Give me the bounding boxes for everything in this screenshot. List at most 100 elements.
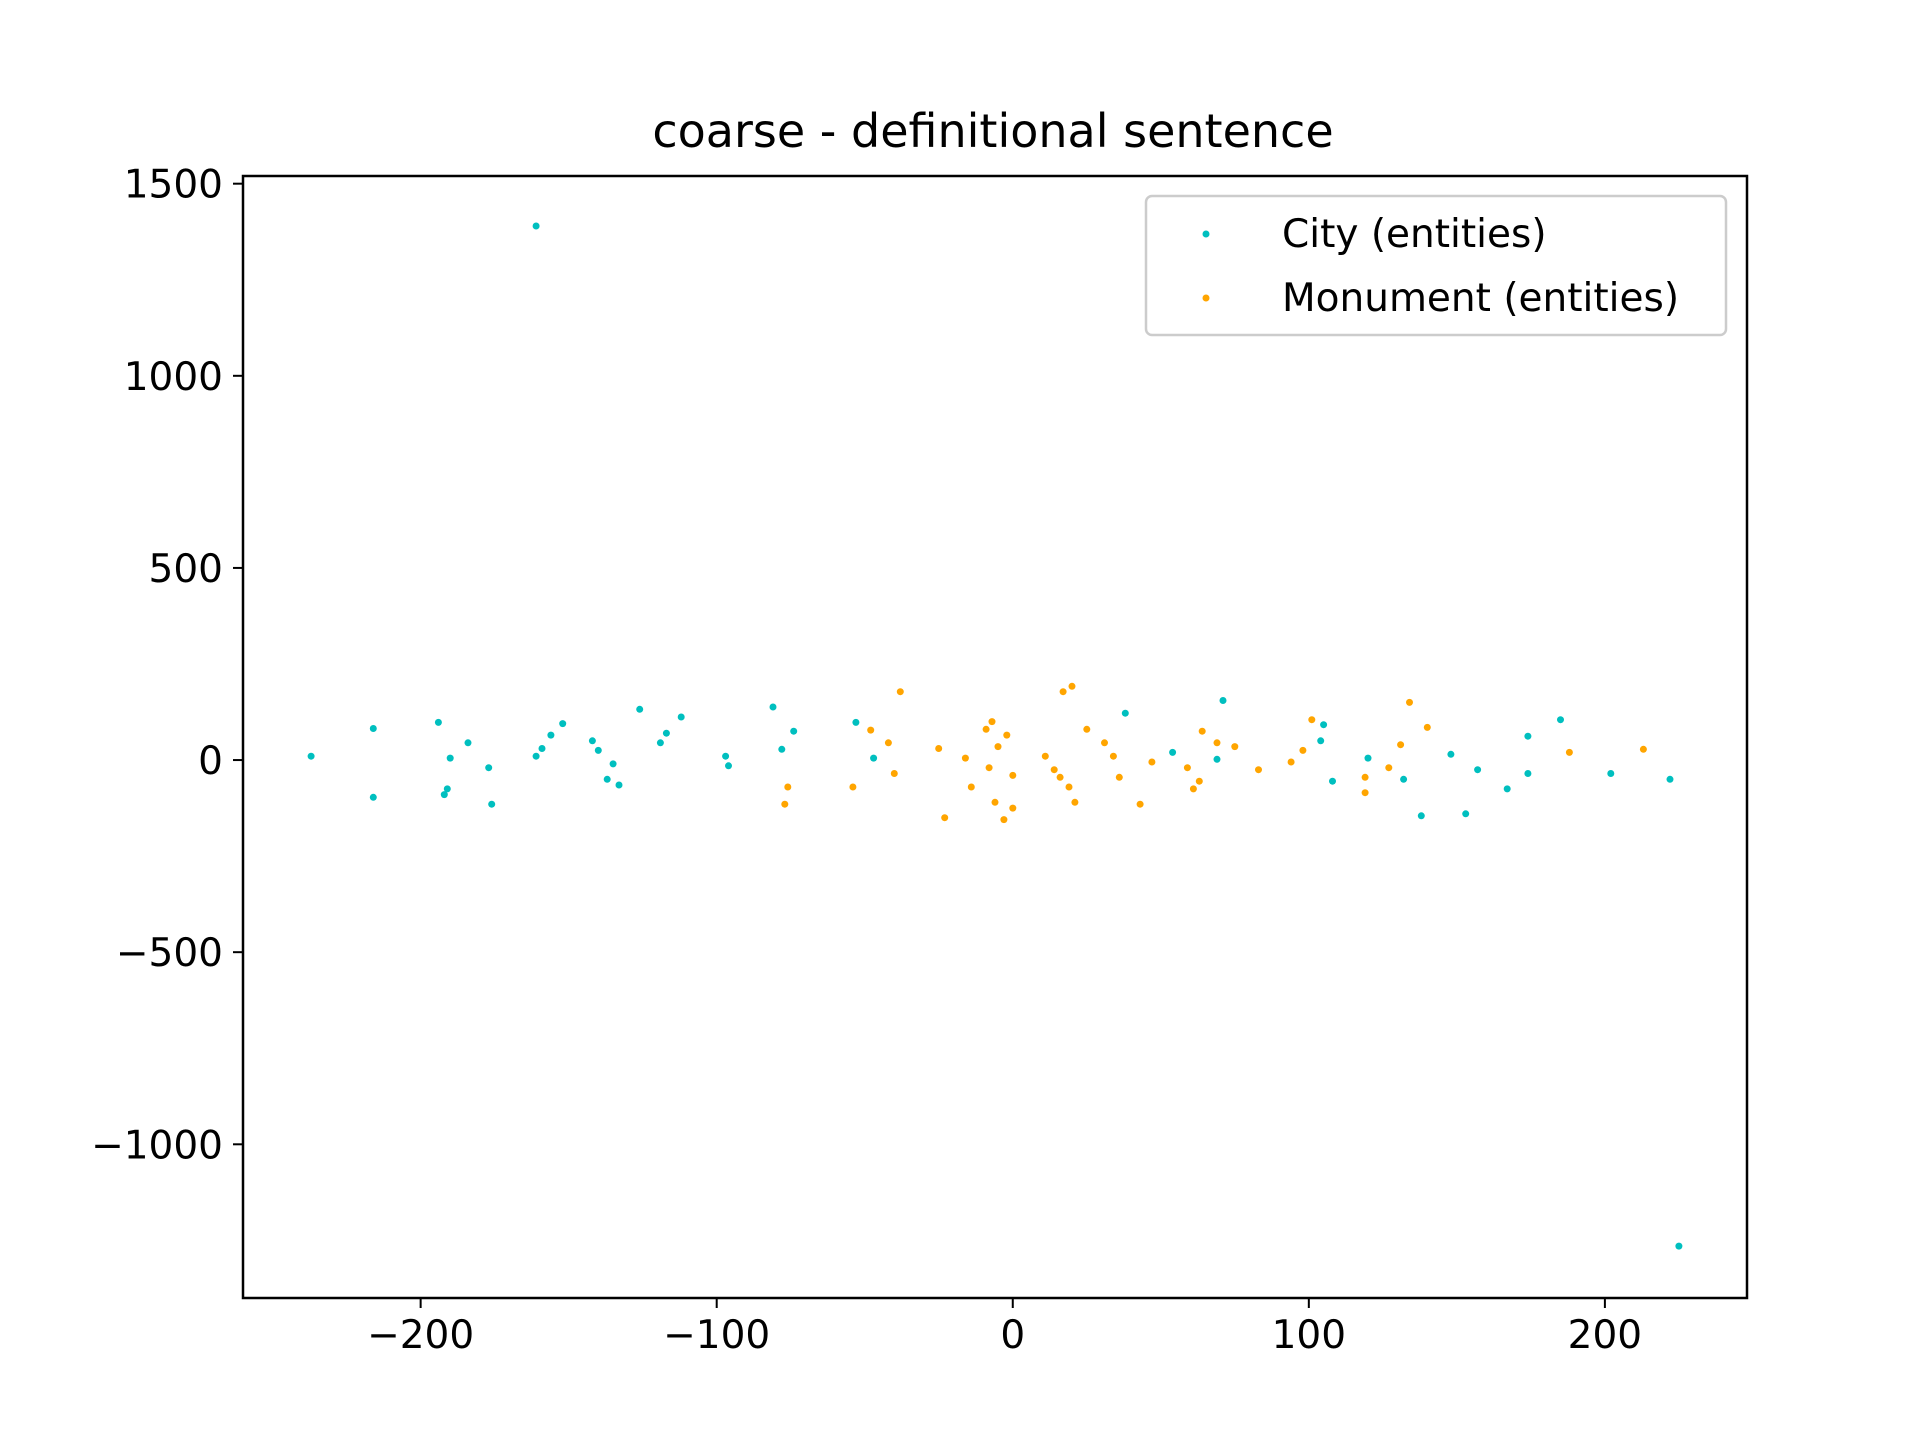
monument-point (1195, 777, 1203, 785)
monument-point (1065, 783, 1073, 791)
monument-point (1101, 739, 1108, 747)
monument-point (982, 725, 990, 733)
city-point (1121, 709, 1129, 717)
city-point (677, 713, 685, 721)
monument-point (994, 743, 1002, 751)
city-point (1364, 754, 1372, 762)
city-point (1317, 737, 1325, 745)
y-axis: −1000 −500 0 500 1000 1500 (91, 163, 243, 1168)
city-point (369, 725, 377, 732)
monument-point (884, 739, 892, 747)
legend-label-city: City (entities) (1282, 212, 1547, 257)
monument-point (849, 783, 857, 791)
monument-point (941, 814, 949, 822)
city-point (440, 791, 448, 799)
monument-point (1056, 773, 1064, 781)
y-tick-label: 0 (198, 739, 223, 784)
city-point (446, 754, 454, 762)
y-tick-label: 1000 (124, 355, 223, 400)
x-tick-label: −200 (367, 1313, 474, 1358)
city-point (1329, 777, 1336, 785)
monument-point (1565, 748, 1573, 756)
monument-point (961, 754, 969, 762)
monument-point (1361, 773, 1369, 781)
legend-marker-monument (1202, 294, 1210, 302)
monument-point (1009, 804, 1017, 812)
city-point (769, 703, 777, 711)
city-point (636, 705, 644, 713)
city-point (1219, 697, 1227, 704)
monument-point (1423, 723, 1431, 731)
city-point (662, 729, 670, 737)
city-point (1503, 785, 1511, 793)
y-tick-label: −500 (116, 931, 223, 976)
monument-point (1136, 800, 1144, 808)
city-point (1675, 1242, 1683, 1250)
monument-point (896, 688, 904, 696)
city-point (1474, 766, 1482, 774)
legend-marker-city (1202, 230, 1210, 238)
monument-point (1000, 816, 1008, 824)
monument-point (781, 800, 789, 808)
monument-point (1009, 771, 1017, 779)
city-point (307, 752, 315, 760)
city-point (1524, 732, 1532, 740)
city-point (656, 739, 664, 747)
city-point (1666, 775, 1674, 783)
plot-frame (241, 174, 1749, 1300)
city-point (559, 720, 567, 728)
monument-point (1003, 731, 1011, 739)
city-point (722, 752, 730, 760)
city-point (778, 745, 786, 753)
points-layer (307, 222, 1683, 1250)
city-point (1524, 770, 1532, 777)
city-point (790, 727, 798, 735)
monument-point (988, 718, 996, 726)
city-point (485, 764, 493, 772)
monument-point (1189, 785, 1197, 793)
monument-point (1639, 745, 1647, 753)
city-point (488, 800, 496, 808)
monument-point (1385, 764, 1393, 772)
monument-point (1255, 766, 1262, 774)
monument-point (1041, 752, 1049, 760)
monument-point (1071, 798, 1079, 806)
monument-point (1406, 698, 1413, 706)
monument-point (1109, 752, 1117, 760)
y-tick-label: 1500 (124, 163, 223, 208)
city-point (547, 731, 555, 739)
monument-point (935, 745, 943, 752)
city-point (443, 785, 451, 793)
chart-title: coarse - definitional sentence (652, 104, 1333, 158)
city-point (615, 781, 623, 789)
monument-point (1068, 682, 1076, 690)
x-tick-label: 200 (1568, 1313, 1642, 1358)
city-point (1169, 748, 1177, 756)
city-point (1320, 721, 1328, 729)
monument-point (1050, 766, 1058, 774)
monument-point (1299, 746, 1307, 754)
monument-point (1198, 727, 1206, 735)
x-tick-label: 0 (1000, 1313, 1025, 1358)
monument-point (867, 726, 875, 734)
monument-point (1115, 773, 1123, 781)
city-point (870, 754, 878, 762)
x-tick-label: 100 (1272, 1313, 1346, 1358)
y-tick-label: 500 (149, 547, 223, 592)
monument-point (985, 764, 993, 772)
city-point (725, 762, 732, 770)
city-point (434, 718, 442, 726)
city-point (1213, 755, 1221, 763)
legend-label-monument: Monument (entities) (1282, 276, 1679, 321)
city-point (609, 760, 617, 768)
legend: City (entities) Monument (entities) (1144, 194, 1728, 337)
city-point (1607, 770, 1615, 777)
y-tick-label: −1000 (91, 1123, 223, 1168)
city-point (538, 745, 546, 752)
monument-point (1213, 739, 1221, 747)
city-point (588, 737, 596, 745)
monument-point (1083, 725, 1091, 733)
city-point (603, 775, 611, 783)
city-point (852, 718, 860, 726)
